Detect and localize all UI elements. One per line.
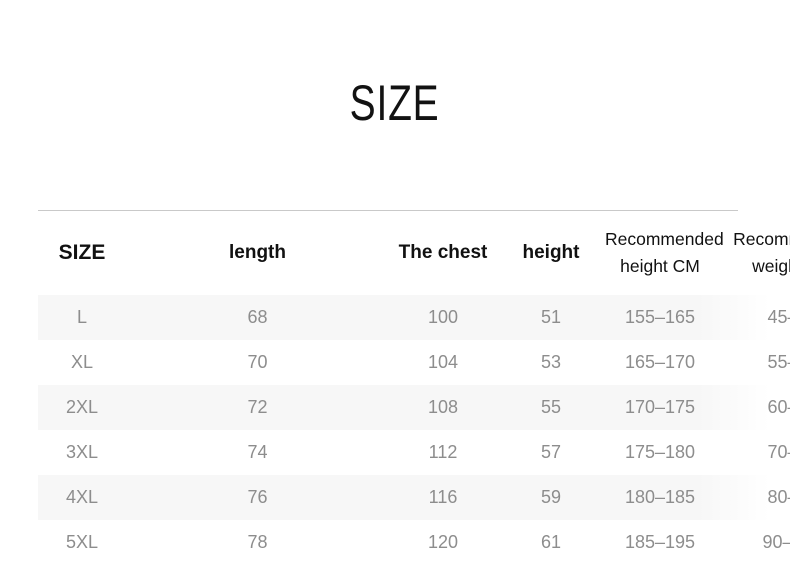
cell-length: 76 — [247, 487, 268, 507]
cell-chest: 120 — [427, 532, 459, 552]
cell-rec-weight: 55–60 — [767, 352, 790, 372]
cell-length: 72 — [247, 397, 268, 417]
cell-rec-height: 155–165 — [624, 307, 696, 327]
cell-size: 3XL — [65, 442, 99, 462]
cell-size: 4XL — [65, 487, 99, 507]
cell-rec-height: 180–185 — [624, 487, 696, 507]
cell-chest: 116 — [428, 487, 458, 507]
cell-height: 55 — [540, 397, 562, 417]
cell-chest: 112 — [428, 442, 458, 462]
cell-rec-weight: 45–55 — [767, 307, 790, 327]
table-row: 3XL 74 112 57 175–180 70–80 — [38, 430, 790, 475]
cell-length: 70 — [247, 352, 268, 372]
cell-chest: 100 — [427, 307, 459, 327]
cell-rec-height: 165–170 — [624, 352, 696, 372]
cell-chest: 108 — [427, 397, 459, 417]
column-header-recommended-weight: Recommended weight KG — [733, 228, 790, 276]
cell-height: 59 — [540, 487, 562, 507]
cell-rec-height: 185–195 — [624, 532, 696, 552]
page-title-container: SIZE — [0, 78, 790, 128]
table-header-row: SIZE length The chest height Recommended… — [38, 211, 790, 295]
cell-rec-weight: 60–70 — [767, 397, 790, 417]
cell-size: 5XL — [65, 532, 99, 552]
cell-size: XL — [70, 352, 94, 372]
cell-length: 68 — [247, 307, 268, 327]
size-chart-table: SIZE length The chest height Recommended… — [38, 210, 790, 565]
page-title: SIZE — [350, 75, 440, 131]
table-row: L 68 100 51 155–165 45–55 — [38, 295, 790, 340]
table-row: 5XL 78 120 61 185–195 90–100 — [38, 520, 790, 565]
column-header-chest: The chest — [398, 242, 488, 263]
cell-height: 51 — [540, 307, 562, 327]
table-top-rule — [38, 210, 738, 211]
cell-rec-height: 175–180 — [624, 442, 696, 462]
cell-length: 74 — [247, 442, 268, 462]
column-header-height: height — [522, 242, 580, 263]
cell-rec-weight: 70–80 — [767, 442, 790, 462]
cell-size: L — [76, 307, 87, 327]
cell-rec-weight: 80–90 — [767, 487, 790, 507]
cell-height: 53 — [540, 352, 562, 372]
cell-height: 61 — [540, 532, 562, 552]
column-header-size: SIZE — [58, 241, 106, 264]
cell-size: 2XL — [65, 397, 99, 417]
table-row: 2XL 72 108 55 170–175 60–70 — [38, 385, 790, 430]
cell-length: 78 — [247, 532, 268, 552]
cell-height: 57 — [540, 442, 562, 462]
table-row: XL 70 104 53 165–170 55–60 — [38, 340, 790, 385]
column-header-recommended-height: Recommended height CM — [605, 228, 724, 276]
column-header-length: length — [229, 242, 286, 263]
cell-rec-height: 170–175 — [624, 397, 696, 417]
table-row: 4XL 76 116 59 180–185 80–90 — [38, 475, 790, 520]
cell-chest: 104 — [427, 352, 459, 372]
cell-rec-weight: 90–100 — [762, 532, 790, 552]
